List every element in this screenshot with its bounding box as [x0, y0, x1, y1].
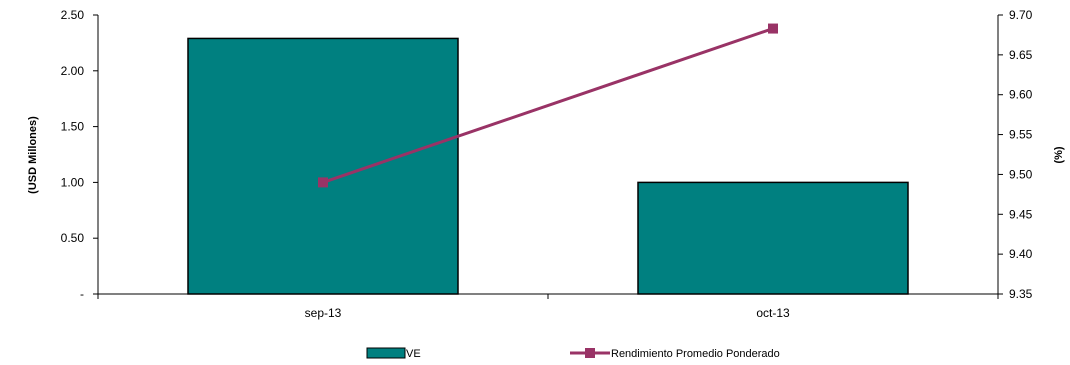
left-axis-title: (USD Millones)	[27, 116, 39, 194]
x-axis-category-label: sep-13	[305, 306, 342, 320]
legend: VE Rendimiento Promedio Ponderado	[366, 347, 780, 360]
left-axis-tick-label: -	[80, 287, 84, 301]
right-axis-tick-label: 9.50	[1009, 167, 1033, 181]
legend-label-rendimiento: Rendimiento Promedio Ponderado	[611, 348, 780, 360]
bar-ve-oct-13	[637, 181, 909, 295]
bar-series-ve	[187, 37, 909, 295]
right-axis-tick-labels: 9.35 9.40 9.45 9.50 9.55 9.60 9.65 9.70	[1009, 8, 1033, 301]
line-rendimiento-marker-sep-13	[318, 177, 328, 188]
left-axis-tick-label: 1.50	[61, 120, 85, 134]
left-axis-tick-label: 2.00	[61, 64, 85, 78]
right-axis-tick-label: 9.65	[1009, 48, 1033, 62]
bar-ve-sep-13	[187, 37, 459, 295]
left-axis-tick-label: 0.50	[61, 231, 85, 245]
legend-swatch-ve	[366, 347, 406, 359]
category-labels: sep-13 oct-13	[305, 306, 790, 320]
right-axis-tick-label: 9.55	[1009, 128, 1033, 142]
left-axis-tick-labels: - 0.50 1.00 1.50 2.00 2.50	[61, 8, 85, 301]
right-axis-tick-label: 9.35	[1009, 287, 1033, 301]
legend-swatch-marker	[585, 348, 595, 358]
line-rendimiento-marker-oct-13	[768, 23, 778, 34]
x-axis-category-label: oct-13	[756, 306, 790, 320]
left-axis-tick-label: 2.50	[61, 8, 85, 22]
right-axis-title: (%)	[1053, 146, 1065, 163]
right-axis-tick-label: 9.40	[1009, 247, 1033, 261]
line-series-rendimiento	[318, 23, 778, 188]
right-axis-tick-label: 9.45	[1009, 207, 1033, 221]
right-axis-tick-label: 9.70	[1009, 8, 1033, 22]
legend-label-ve: VE	[406, 348, 421, 360]
line-rendimiento-path	[322, 27, 774, 184]
right-axis-tick-label: 9.60	[1009, 88, 1033, 102]
left-axis-tick-label: 1.00	[61, 175, 85, 189]
